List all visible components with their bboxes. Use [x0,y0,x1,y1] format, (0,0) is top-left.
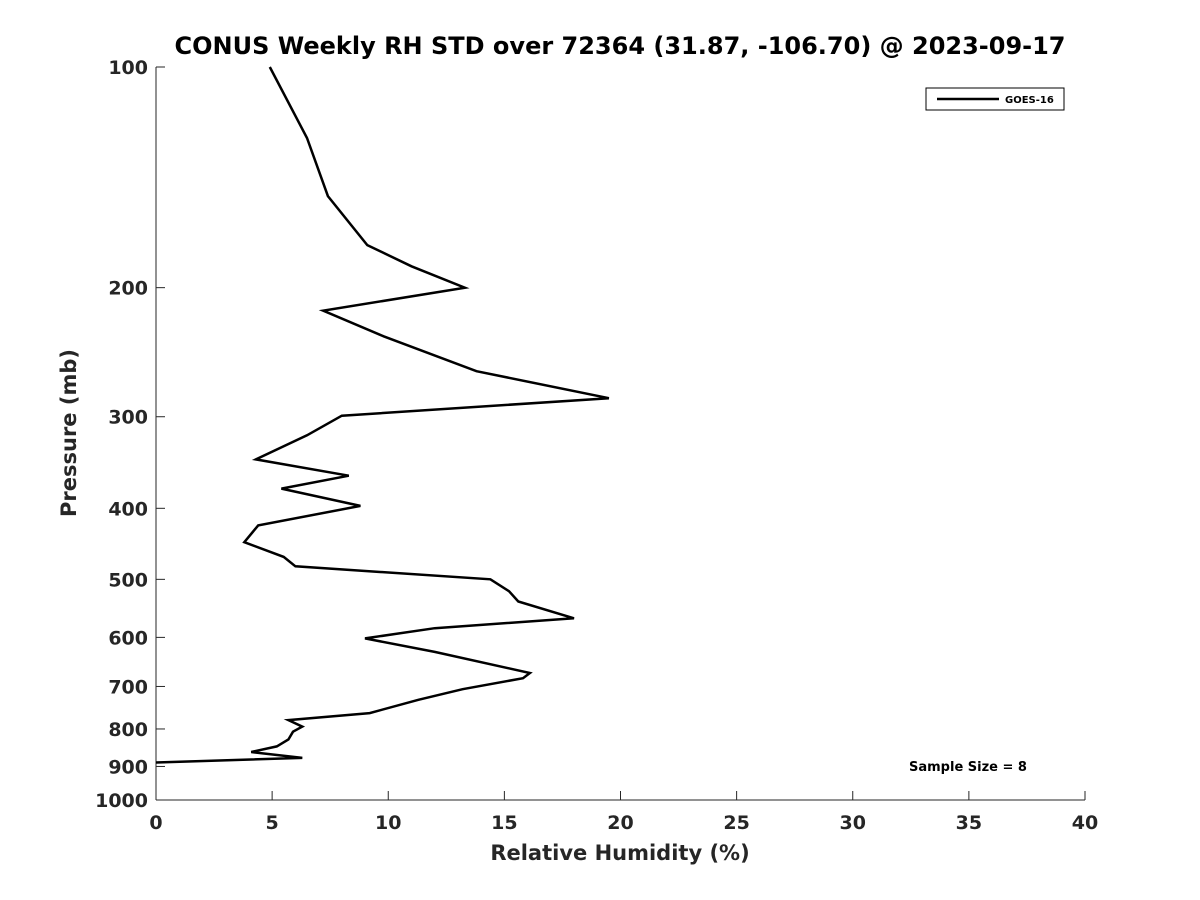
x-tick-label: 25 [723,812,749,834]
y-tick-label: 700 [108,676,148,698]
y-tick-label: 600 [108,627,148,649]
x-tick-label: 5 [266,812,279,834]
x-tick-label: 30 [840,812,866,834]
y-tick-label: 1000 [95,790,148,812]
x-tick-label: 15 [491,812,517,834]
y-tick-label: 900 [108,756,148,778]
sample-size-annotation: Sample Size = 8 [909,760,1027,775]
legend-label-goes-16: GOES-16 [1005,95,1054,106]
y-tick-label: 200 [108,278,148,300]
y-tick-label: 500 [108,569,148,591]
legend: GOES-16 [925,87,1065,111]
axes: 0 5 10 15 20 25 30 35 40 100 200 300 400 500 600 700 800… [95,57,1098,834]
y-axis-label: Pressure (mb) [57,349,81,517]
y-tick-label: 400 [108,498,148,520]
y-tick-label: 800 [108,719,148,741]
x-tick-label: 0 [149,812,162,834]
x-axis-label: Relative Humidity (%) [490,841,749,865]
x-tick-label: 35 [956,812,982,834]
y-tick-label: 100 [108,57,148,79]
series-line-goes-16 [155,66,610,764]
series-layer [155,66,610,764]
y-tick-label: 300 [108,407,148,429]
x-tick-label: 40 [1072,812,1098,834]
chart-title: CONUS Weekly RH STD over 72364 (31.87, -… [174,32,1065,60]
x-tick-label: 10 [375,812,401,834]
x-tick-label: 20 [607,812,633,834]
